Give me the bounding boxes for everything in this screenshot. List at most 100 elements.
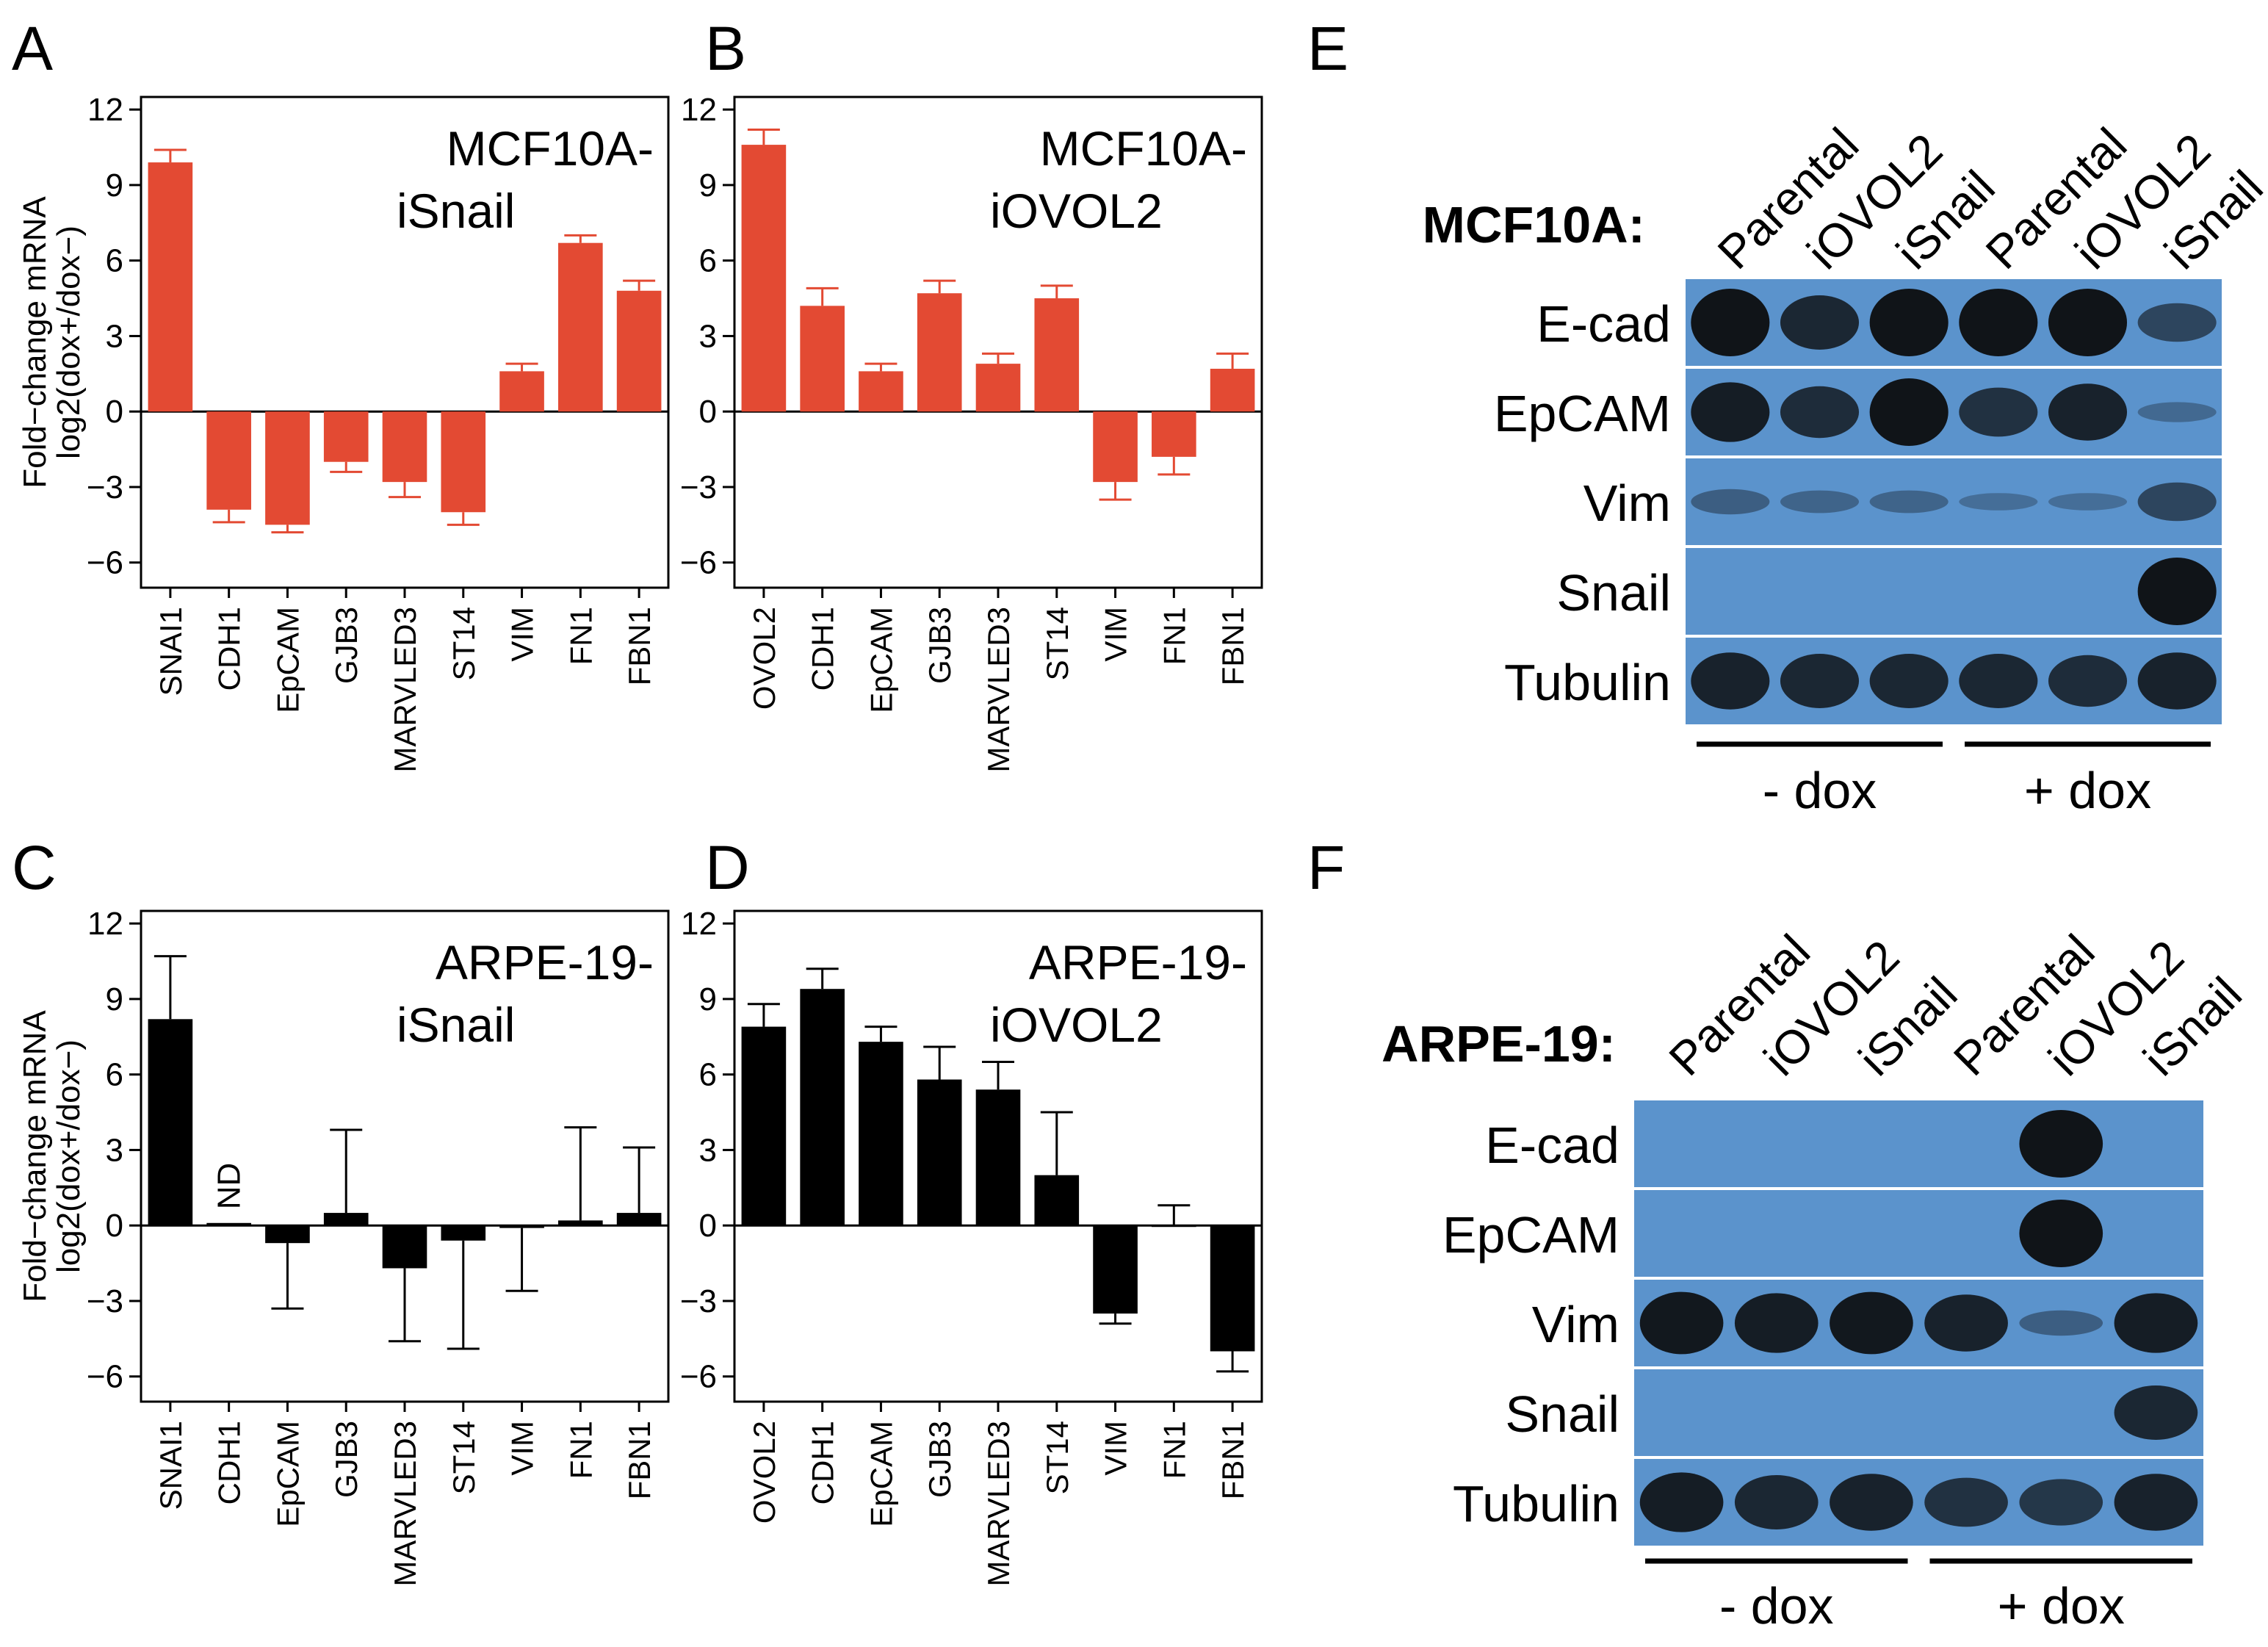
band (2114, 1474, 2198, 1531)
blot-strip (1686, 548, 2222, 635)
x-tick-label: GJB3 (922, 607, 957, 684)
bar-fn1 (1152, 411, 1196, 457)
panel-letter: F (1307, 833, 1345, 902)
band (2114, 1293, 2198, 1353)
y-tick-label: 9 (699, 981, 717, 1017)
y-tick-label: 9 (106, 167, 123, 203)
x-tick-label: FBN1 (622, 607, 657, 685)
bar-fn1 (1152, 1225, 1196, 1228)
chart-title-line2: iOVOL2 (990, 998, 1163, 1052)
y-axis-label-line1: Fold−change mRNA (17, 1010, 53, 1302)
y-tick-label: −6 (87, 1359, 123, 1395)
band (1959, 493, 2038, 511)
band (1959, 289, 2038, 356)
x-tick-label: FN1 (1157, 607, 1191, 665)
band (1734, 1293, 1819, 1353)
group-label: - dox (1719, 1577, 1834, 1635)
x-tick-label: CDH1 (806, 607, 840, 691)
band (1734, 1475, 1819, 1529)
x-tick-label: ST14 (1040, 1421, 1075, 1494)
y-axis-label-line2: log2(dox+/dox−) (51, 226, 87, 459)
y-tick-label: 6 (699, 243, 717, 279)
y-tick-label: 3 (106, 318, 123, 354)
band (2048, 655, 2128, 707)
cell-line-label: ARPE-19: (1382, 1015, 1616, 1073)
bar-gjb3 (917, 293, 962, 412)
band (1869, 654, 1949, 708)
bar-gjb3 (323, 411, 369, 462)
x-tick-label: GJB3 (329, 607, 364, 684)
bar-marvled3 (975, 364, 1021, 412)
x-tick-label: VIM (505, 607, 540, 662)
chart-title-line2: iSnail (397, 998, 515, 1052)
x-tick-label: ST14 (447, 1421, 481, 1494)
x-tick-label: VIM (1099, 1421, 1133, 1476)
band (2137, 652, 2217, 710)
y-tick-label: −6 (680, 545, 717, 581)
bar-gjb3 (323, 1213, 369, 1226)
y-tick-label: 0 (106, 394, 123, 430)
bar-cdh1 (206, 1222, 251, 1226)
bar-marvled3 (382, 411, 427, 483)
band (2019, 1310, 2103, 1336)
band (1959, 654, 2038, 708)
bar-epcam (859, 1042, 903, 1226)
row-label-tubulin: Tubulin (1453, 1475, 1619, 1532)
row-label-tubulin: Tubulin (1504, 654, 1671, 711)
band (1869, 378, 1949, 446)
y-tick-label: −6 (87, 545, 123, 581)
y-tick-label: 6 (106, 1057, 123, 1093)
chart-B: B −6 −3 0 3 6 9 12 OVOL2 CDH1 EpCAM GJB3 MARVLED3 ST1… (680, 14, 1263, 773)
y-tick-label: 0 (106, 1208, 123, 1244)
band (2019, 1479, 2103, 1526)
bar-vim (499, 371, 544, 412)
x-tick-label: EpCAM (864, 1421, 898, 1527)
bar-fn1 (558, 242, 603, 412)
chart-C: C −6 −3 0 3 6 9 12 Fold−change mRNAlog2(dox+/dox… (12, 833, 670, 1587)
bar-st14 (1034, 298, 1080, 412)
band (2048, 493, 2128, 511)
chart-title-line1: MCF10A- (447, 121, 654, 176)
band (2048, 289, 2128, 356)
x-tick-label: CDH1 (212, 1421, 247, 1504)
band (2048, 383, 2128, 441)
x-tick-label: EpCAM (864, 607, 898, 713)
band (1639, 1472, 1724, 1532)
x-tick-label: SNAI1 (154, 607, 188, 696)
nd-annotation: ND (212, 1163, 248, 1210)
chart-title-line1: ARPE-19- (436, 935, 654, 990)
band (1959, 387, 2038, 437)
band (2019, 1200, 2103, 1267)
panel-letter: A (12, 14, 53, 83)
bar-st14 (441, 411, 486, 513)
row-label-epcam: EpCAM (1442, 1206, 1619, 1264)
blot-strip (1634, 1459, 2203, 1546)
row-label-ecad: E-cad (1485, 1117, 1619, 1174)
y-tick-label: 9 (699, 167, 717, 203)
x-tick-label: FN1 (1157, 1421, 1191, 1479)
x-tick-label: SNAI1 (154, 1421, 188, 1510)
y-tick-label: 3 (699, 318, 717, 354)
band (1869, 490, 1949, 513)
row-label-snail: Snail (1505, 1385, 1619, 1443)
band (1639, 1291, 1724, 1355)
band (1869, 289, 1949, 356)
x-tick-label: CDH1 (806, 1421, 840, 1504)
y-tick-label: 0 (699, 1208, 717, 1244)
y-axis-label-line1: Fold−change mRNA (17, 196, 53, 489)
group-label: + dox (1998, 1577, 2125, 1635)
blot-strip (1634, 1280, 2203, 1366)
bar-st14 (1034, 1175, 1080, 1226)
bar-marvled3 (975, 1089, 1021, 1226)
x-tick-label: FN1 (563, 607, 598, 665)
y-tick-label: 9 (106, 981, 123, 1017)
chart-title-line2: iOVOL2 (990, 184, 1163, 238)
bar-fbn1 (1210, 1225, 1255, 1352)
x-tick-label: MARVLED3 (388, 607, 422, 773)
y-tick-label: 12 (87, 906, 123, 942)
panel-letter: B (705, 14, 746, 83)
blot-strip (1686, 638, 2222, 724)
y-tick-label: 12 (681, 92, 717, 128)
x-tick-label: GJB3 (329, 1421, 364, 1498)
